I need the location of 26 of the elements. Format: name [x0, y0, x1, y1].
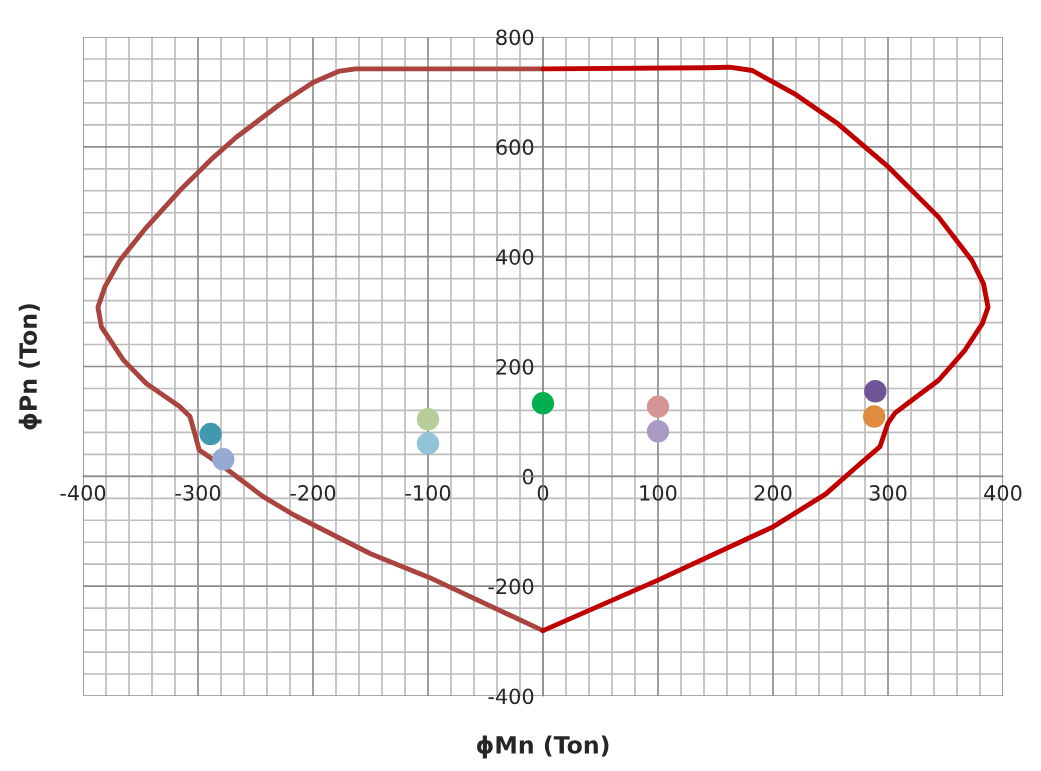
x-tick-label: 300 [869, 485, 907, 501]
y-tick-label: 600 [496, 139, 534, 156]
x-axis-title: ϕMn (Ton) [476, 735, 609, 759]
x-tick-label: -300 [175, 485, 221, 501]
y-tick-label: -200 [488, 578, 534, 595]
point [864, 380, 887, 403]
y-tick-label: -400 [488, 688, 534, 705]
x-tick-label: -100 [405, 485, 451, 501]
point [212, 448, 235, 471]
point [863, 405, 886, 428]
x-tick-label: -400 [60, 485, 106, 501]
point [199, 422, 222, 446]
x-tick-label: -200 [290, 485, 336, 501]
y-tick-label: 200 [496, 358, 534, 375]
y-axis-title: ϕPn (Ton) [18, 304, 42, 430]
point [416, 432, 440, 455]
point [646, 420, 670, 443]
point [531, 392, 555, 415]
point [646, 395, 670, 418]
y-tick-label: 800 [496, 29, 534, 46]
x-tick-label: 100 [640, 485, 677, 501]
x-tick-label: 0 [537, 485, 549, 501]
x-tick-label: 400 [984, 485, 1022, 501]
y-tick-label: 400 [495, 249, 534, 265]
x-tick-label: 200 [754, 485, 792, 501]
point [416, 408, 440, 431]
